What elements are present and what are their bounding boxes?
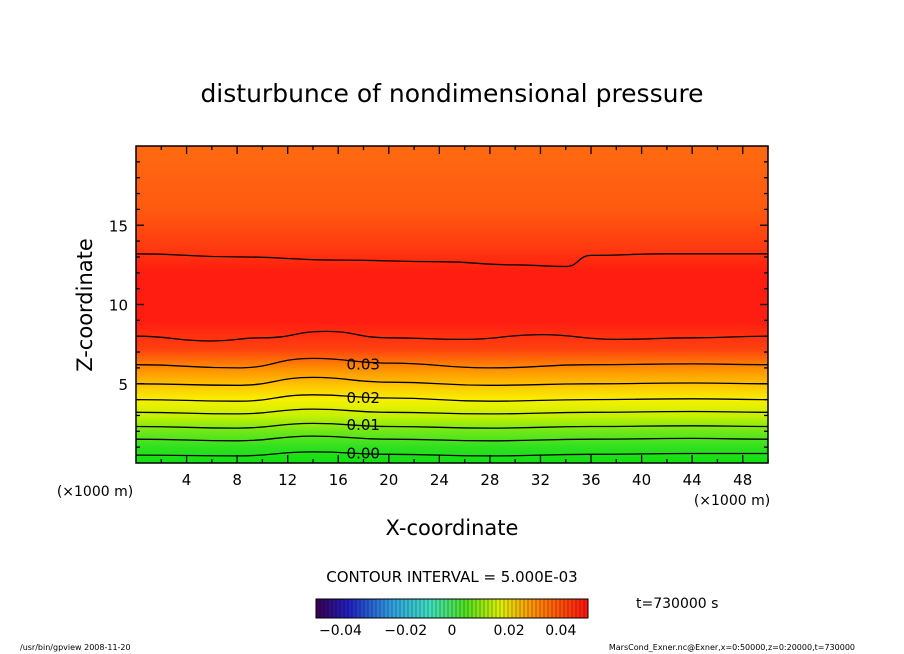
x-unit-right: (×1000 m): [694, 493, 770, 509]
contour-interval: CONTOUR INTERVAL = 5.000E-03: [326, 568, 577, 586]
colorbar-tick-label: −0.04: [319, 623, 362, 639]
colorbar-stripes: [319, 599, 585, 618]
x-tick-label: 28: [480, 471, 499, 489]
x-tick-label: 12: [278, 471, 297, 489]
y-axis-label: Z-coordinate: [73, 238, 97, 372]
contour-labels: 0.03 0.02 0.01 0.00: [347, 356, 380, 463]
x-unit-left: (×1000 m): [57, 484, 133, 500]
contour-line-3: [136, 408, 768, 415]
x-tick-label: 48: [733, 471, 752, 489]
x-tick-label: 20: [379, 471, 398, 489]
contour-line-1: [136, 435, 768, 442]
x-tick-label: 36: [581, 471, 600, 489]
x-tick-label: 24: [430, 471, 449, 489]
contour-label-0: 0.03: [347, 356, 380, 374]
x-tick-label: 32: [531, 471, 550, 489]
y-tick-label: 5: [118, 376, 128, 394]
contour-line-0: [136, 451, 768, 457]
colorbar-frame: [315, 598, 589, 619]
x-tick-label: 40: [632, 471, 651, 489]
contour-line-2: [136, 422, 768, 429]
contour-line-6: [136, 357, 768, 369]
footer-right: MarsCond_Exner.nc@Exner,x=0:50000,z=0:20…: [609, 643, 855, 652]
contour-label-1: 0.02: [347, 389, 380, 407]
plot-field: [136, 146, 768, 463]
colorbar-tick-label: 0: [448, 623, 457, 639]
contour-lines: [136, 253, 768, 457]
y-tick-label: 10: [109, 297, 128, 315]
x-axis-ticks: 4 8 12 16 20 24 28 32 36 40 44 48: [160, 146, 769, 489]
colorbar-tick-label: 0.02: [494, 623, 525, 639]
colorbar-tick-label: 0.04: [545, 623, 576, 639]
contour-label-3: 0.00: [347, 444, 380, 462]
colorbar-tick-label: −0.02: [384, 623, 427, 639]
y-tick-label: 15: [109, 217, 128, 235]
contour-line-4: [136, 394, 768, 402]
x-tick-label: 4: [182, 471, 192, 489]
colorbar-ticks: −0.04 −0.02 0 0.02 0.04: [319, 623, 576, 639]
time-label: t=730000 s: [636, 596, 718, 612]
contour-line-7: [136, 330, 768, 342]
x-tick-label: 44: [683, 471, 702, 489]
x-tick-label: 16: [329, 471, 348, 489]
y-axis-ticks: 5 10 15: [109, 161, 768, 448]
contour-label-2: 0.01: [347, 416, 380, 434]
chart-title: disturbunce of nondimensional pressure: [200, 79, 703, 108]
contour-line-5: [136, 376, 768, 386]
contour-line-8: [136, 253, 768, 268]
x-axis-label: X-coordinate: [386, 516, 519, 540]
footer-left: /usr/bin/gpview 2008-11-20: [20, 643, 131, 652]
x-tick-label: 8: [232, 471, 242, 489]
